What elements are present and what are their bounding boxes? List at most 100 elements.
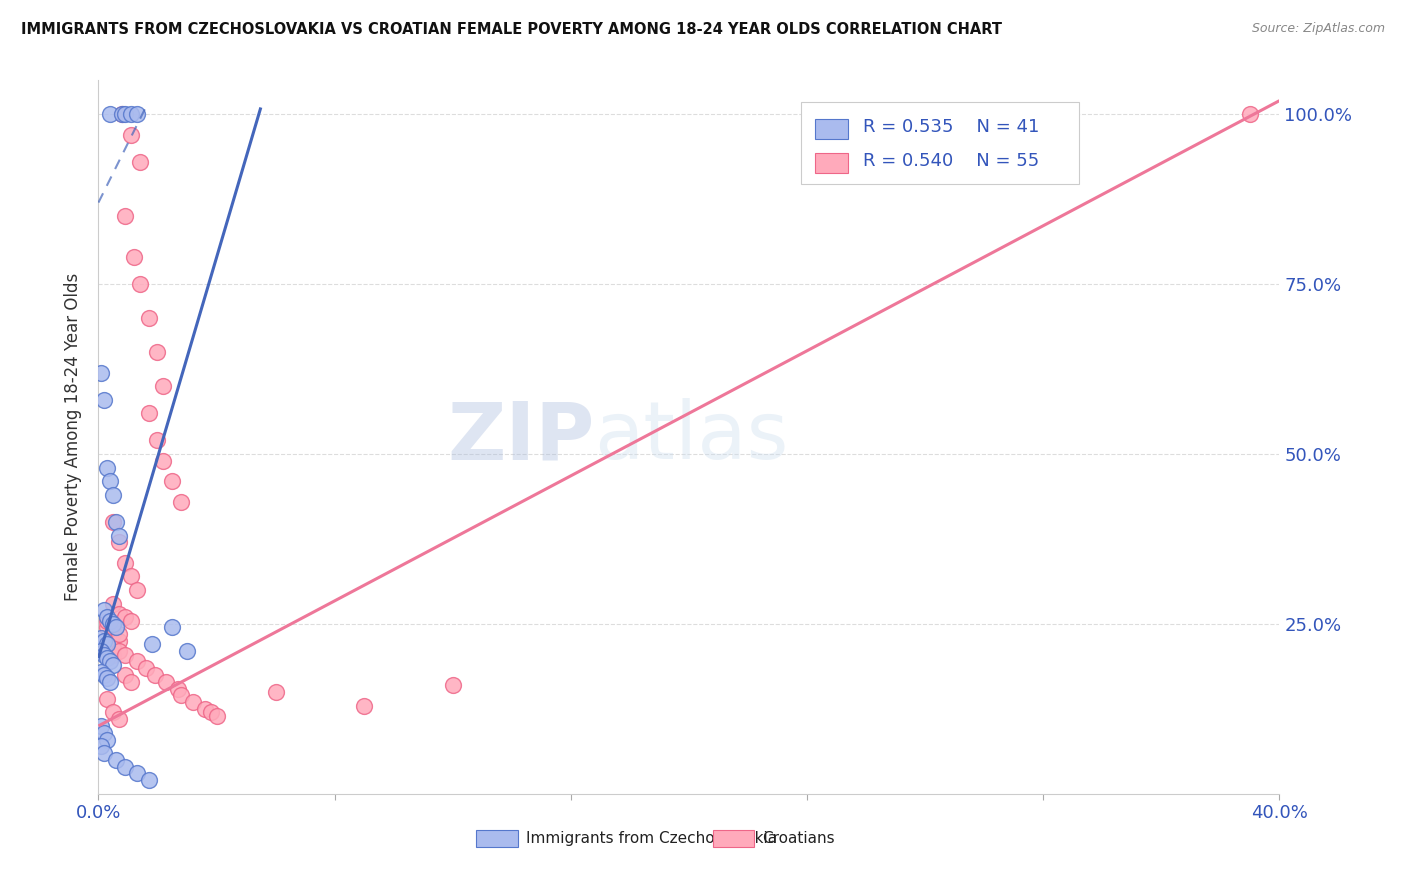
Point [96, 671, 118, 685]
Point [114, 668, 136, 682]
Point [93, 392, 115, 407]
Point [143, 668, 166, 682]
Point [108, 528, 131, 542]
FancyBboxPatch shape [815, 119, 848, 139]
Point [108, 607, 131, 621]
Point [264, 685, 287, 699]
Point [138, 773, 160, 788]
Point [103, 488, 125, 502]
Point [90, 665, 112, 679]
Point [353, 698, 375, 713]
Point [162, 475, 183, 489]
Point [103, 640, 125, 655]
Point [120, 614, 142, 628]
Point [93, 634, 115, 648]
FancyBboxPatch shape [477, 830, 517, 847]
Point [96, 640, 118, 655]
Point [120, 107, 142, 121]
Point [98, 654, 121, 668]
Point [114, 648, 136, 662]
Point [103, 617, 125, 632]
Point [96, 637, 118, 651]
Point [96, 732, 118, 747]
Point [93, 746, 115, 760]
Point [93, 603, 115, 617]
Point [96, 691, 118, 706]
Point [162, 620, 183, 634]
Point [103, 657, 125, 672]
Point [98, 614, 121, 628]
Point [120, 569, 142, 583]
Point [93, 725, 115, 739]
Point [93, 668, 115, 682]
Point [194, 702, 217, 716]
Point [96, 610, 118, 624]
Point [114, 556, 136, 570]
Point [170, 689, 193, 703]
Point [96, 614, 118, 628]
Point [105, 515, 128, 529]
Point [90, 366, 112, 380]
Point [103, 515, 125, 529]
Point [114, 760, 136, 774]
Point [167, 681, 190, 696]
Text: atlas: atlas [595, 398, 789, 476]
Point [103, 597, 125, 611]
Point [90, 631, 112, 645]
Point [122, 250, 145, 264]
Text: R = 0.540    N = 55: R = 0.540 N = 55 [862, 152, 1039, 169]
Point [108, 712, 131, 726]
Point [114, 209, 136, 223]
Point [93, 648, 115, 662]
Point [108, 644, 131, 658]
Point [120, 128, 142, 142]
Point [155, 674, 177, 689]
Text: Immigrants from Czechoslovakia: Immigrants from Czechoslovakia [526, 831, 778, 847]
Point [111, 107, 134, 121]
Point [103, 627, 125, 641]
Point [138, 406, 160, 420]
Y-axis label: Female Poverty Among 18-24 Year Olds: Female Poverty Among 18-24 Year Olds [65, 273, 83, 601]
Point [141, 637, 163, 651]
Text: IMMIGRANTS FROM CZECHOSLOVAKIA VS CROATIAN FEMALE POVERTY AMONG 18-24 YEAR OLDS : IMMIGRANTS FROM CZECHOSLOVAKIA VS CROATI… [21, 22, 1002, 37]
Point [103, 706, 125, 720]
Point [146, 345, 169, 359]
Point [96, 460, 118, 475]
Point [125, 582, 148, 597]
Point [176, 644, 198, 658]
Point [108, 627, 131, 641]
Point [114, 107, 136, 121]
Point [108, 535, 131, 549]
Point [96, 637, 118, 651]
FancyBboxPatch shape [713, 830, 754, 847]
Point [98, 107, 121, 121]
Point [120, 674, 142, 689]
Point [105, 620, 128, 634]
Point [90, 719, 112, 733]
Point [128, 277, 150, 292]
Text: Source: ZipAtlas.com: Source: ZipAtlas.com [1251, 22, 1385, 36]
Point [1239, 107, 1261, 121]
Point [103, 620, 125, 634]
Point [441, 678, 464, 692]
Point [96, 651, 118, 665]
Point [170, 494, 193, 508]
Point [135, 661, 157, 675]
Point [96, 620, 118, 634]
Point [98, 475, 121, 489]
Point [152, 379, 174, 393]
Point [181, 695, 204, 709]
Text: Croatians: Croatians [762, 831, 835, 847]
Point [98, 674, 121, 689]
Point [152, 454, 174, 468]
Point [105, 753, 128, 767]
FancyBboxPatch shape [801, 102, 1078, 184]
Text: R = 0.535    N = 41: R = 0.535 N = 41 [862, 119, 1039, 136]
Point [205, 708, 228, 723]
Point [125, 654, 148, 668]
Point [125, 107, 148, 121]
Text: ZIP: ZIP [447, 398, 595, 476]
FancyBboxPatch shape [815, 153, 848, 173]
Point [90, 739, 112, 754]
Point [90, 644, 112, 658]
